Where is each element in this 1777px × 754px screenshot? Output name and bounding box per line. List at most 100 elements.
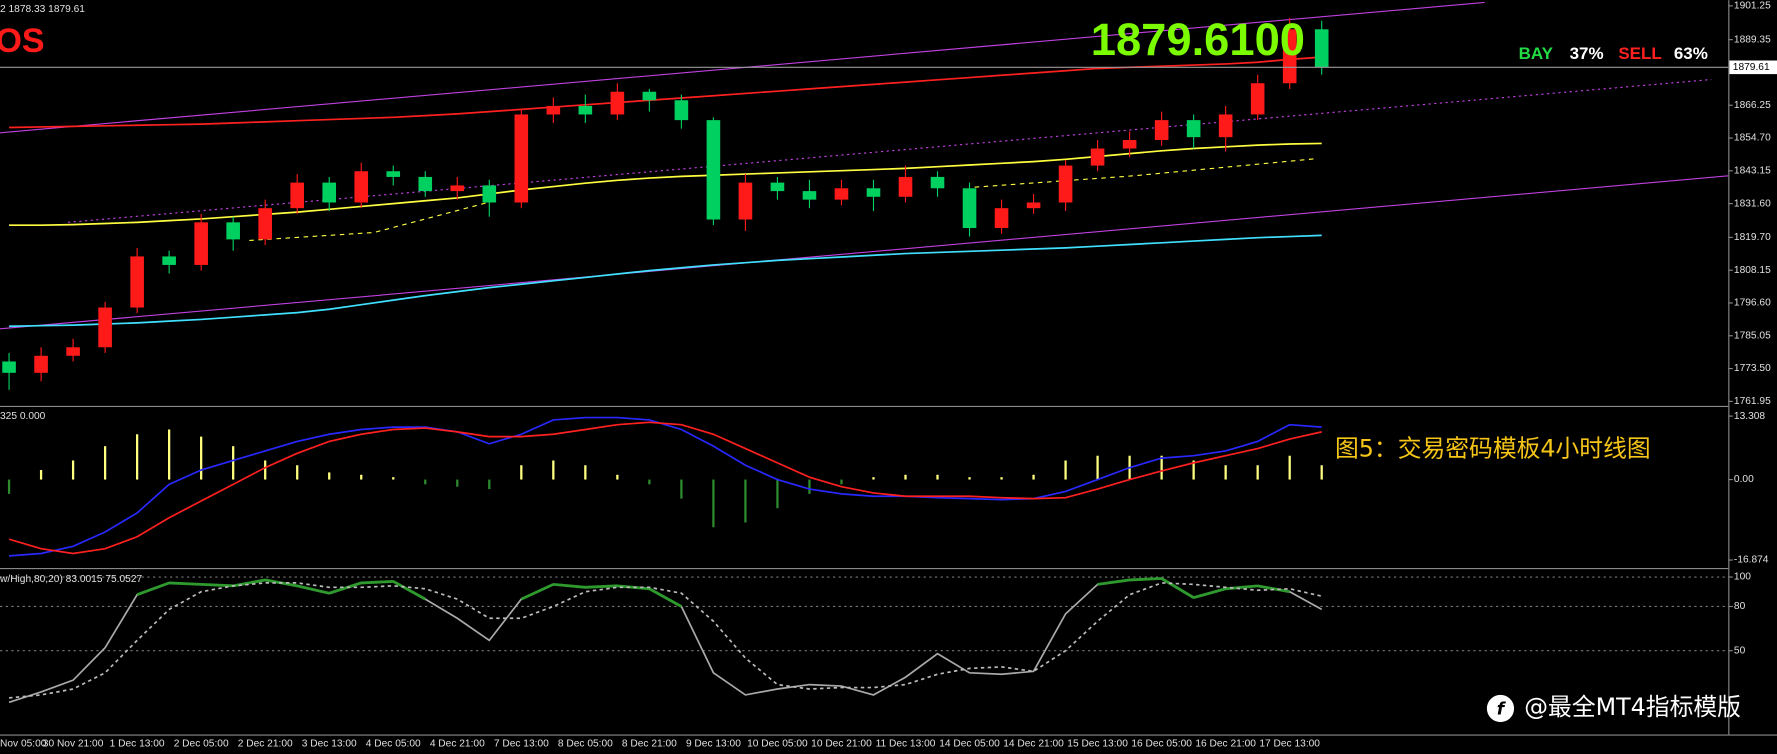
candle-body — [450, 185, 465, 192]
y-tick-label: 80 — [1734, 601, 1746, 612]
overbought-segment — [1160, 577, 1195, 599]
symbol-label: OS — [0, 22, 45, 60]
x-tick-label: 4 Dec 21:00 — [430, 738, 485, 749]
x-tick-label: 4 Dec 05:00 — [366, 738, 421, 749]
candle-body — [1154, 120, 1169, 141]
candle-body — [1058, 165, 1073, 203]
candle-body — [642, 91, 657, 101]
y-tick-label: 1831.60 — [1734, 198, 1771, 209]
x-tick-label: 10 Dec 21:00 — [811, 738, 872, 749]
candle-body — [34, 355, 48, 373]
candle-body — [1122, 140, 1137, 149]
series-line — [9, 56, 1322, 129]
series-line — [8, 421, 1322, 555]
candle-body — [482, 185, 497, 203]
x-tick-label: 14 Dec 05:00 — [939, 738, 1000, 749]
x-tick-label: 16 Dec 21:00 — [1195, 738, 1256, 749]
y-tick-label: 0.00 — [1734, 474, 1754, 485]
overbought-segment — [361, 580, 394, 585]
candle-body — [578, 105, 593, 115]
series-line — [9, 416, 1322, 557]
y-tick-label: 100 — [1734, 572, 1751, 583]
candle-body — [1186, 120, 1201, 138]
candle-body — [322, 182, 337, 203]
x-tick-label: Nov 05:00 — [0, 738, 47, 749]
candle-body — [1218, 114, 1233, 138]
x-tick-label: 2 Dec 21:00 — [238, 738, 293, 749]
candle-body — [738, 182, 753, 220]
overbought-segment — [1097, 578, 1130, 586]
x-tick-label: 8 Dec 05:00 — [558, 738, 613, 749]
candle-body — [770, 182, 785, 192]
candle-body — [386, 171, 401, 177]
overbought-segment — [328, 581, 362, 595]
overbought-segment — [648, 587, 683, 608]
overbought-segment — [169, 581, 202, 586]
x-tick-label: 10 Dec 05:00 — [747, 738, 808, 749]
candle-body — [706, 120, 721, 220]
stoch-info: w/High,80,20) 83.0015 75.0527 — [0, 574, 143, 585]
candle-body — [994, 208, 1009, 229]
candle-body — [130, 256, 144, 308]
y-tick-label: 1819.70 — [1734, 232, 1771, 243]
y-tick-label: 1808.15 — [1734, 265, 1771, 276]
info-text: 2 1878.33 1879.61 — [0, 4, 85, 15]
candle-body — [290, 182, 305, 209]
y-tick-label: 1843.15 — [1734, 166, 1771, 177]
candle-body — [1250, 83, 1265, 115]
y-tick-label: 1785.05 — [1734, 330, 1771, 341]
y-tick-label: 1889.35 — [1734, 34, 1771, 45]
overbought-segment — [201, 582, 234, 588]
y-tick-label: 50 — [1734, 645, 1746, 656]
overbought-segment — [296, 584, 330, 595]
x-tick-label: 17 Dec 13:00 — [1259, 738, 1320, 749]
overbought-segment — [1129, 577, 1162, 582]
last-price-box — [1729, 60, 1777, 75]
caption: 图5：交易密码模板4小时线图 — [1335, 435, 1651, 463]
y-tick-label: 1796.60 — [1734, 298, 1771, 309]
y-tick-label: 1866.25 — [1734, 100, 1771, 111]
candle-body — [1282, 29, 1297, 84]
y-tick-label: 1901.25 — [1734, 1, 1771, 12]
candle-body — [802, 191, 817, 200]
candle-body — [610, 91, 625, 115]
candle-body — [226, 222, 240, 240]
bay-pct: 37% — [1570, 44, 1604, 63]
overbought-segment — [520, 583, 554, 601]
candle-body — [866, 188, 881, 197]
x-tick-label: 1 Dec 13:00 — [110, 738, 165, 749]
x-tick-label: 8 Dec 21:00 — [622, 738, 677, 749]
candle-body — [1090, 148, 1105, 166]
candle-body — [354, 171, 369, 203]
candle-body — [898, 176, 913, 197]
series-line — [9, 234, 1322, 328]
overbought-segment — [392, 580, 426, 601]
candle-body — [834, 188, 849, 200]
x-tick-label: 14 Dec 21:00 — [1003, 738, 1064, 749]
x-tick-label: 11 Dec 13:00 — [876, 738, 936, 749]
y-tick-label: 1854.70 — [1734, 133, 1771, 144]
candle-body — [162, 256, 176, 265]
watermark-logo-mark: f — [1497, 700, 1507, 720]
candle-body — [2, 361, 16, 373]
x-tick-label: 2 Dec 05:00 — [174, 738, 229, 749]
ma-dashed — [249, 199, 499, 242]
candle-body — [194, 222, 208, 265]
candle-body — [418, 176, 433, 192]
x-tick-label: 30 Nov 21:00 — [43, 738, 104, 749]
y-tick-label: 13.308 — [1734, 411, 1765, 422]
sell-label: SELL — [1618, 44, 1661, 63]
candle-body — [66, 347, 80, 356]
candle-body — [258, 208, 272, 240]
last-price-label: 1879.61 — [1733, 62, 1770, 73]
overbought-segment — [585, 584, 618, 589]
overbought-segment — [1193, 587, 1227, 600]
y-tick-label: 1761.95 — [1734, 396, 1771, 407]
overbought-segment — [136, 581, 170, 597]
sell-pct: 63% — [1674, 44, 1708, 63]
series-line — [8, 582, 1322, 699]
candle-body — [1026, 202, 1041, 209]
channel-lower — [0, 175, 1729, 330]
candle-body — [674, 100, 689, 121]
